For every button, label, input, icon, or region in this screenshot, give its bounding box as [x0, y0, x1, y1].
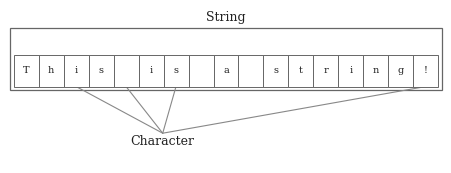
Bar — [213, 55, 238, 86]
Bar — [238, 55, 263, 86]
Text: i: i — [149, 66, 152, 75]
Bar — [413, 55, 437, 86]
Bar — [263, 55, 288, 86]
Text: n: n — [372, 66, 378, 75]
Text: i: i — [74, 66, 78, 75]
Bar — [10, 28, 441, 90]
Text: g: g — [397, 66, 403, 75]
Text: s: s — [98, 66, 103, 75]
Bar — [38, 55, 64, 86]
Bar — [288, 55, 313, 86]
Text: h: h — [48, 66, 54, 75]
Bar — [338, 55, 363, 86]
Bar — [88, 55, 113, 86]
Bar — [138, 55, 163, 86]
Text: s: s — [273, 66, 278, 75]
Bar — [188, 55, 213, 86]
Text: s: s — [173, 66, 178, 75]
Text: i: i — [349, 66, 352, 75]
Bar — [387, 55, 413, 86]
Bar — [163, 55, 188, 86]
Text: Character: Character — [130, 135, 194, 148]
Bar — [64, 55, 88, 86]
Text: T: T — [23, 66, 29, 75]
Bar — [14, 55, 38, 86]
Text: t: t — [299, 66, 302, 75]
Text: String: String — [206, 11, 245, 24]
Text: r: r — [323, 66, 327, 75]
Text: a: a — [223, 66, 228, 75]
Bar — [363, 55, 387, 86]
Bar — [313, 55, 338, 86]
Text: !: ! — [423, 66, 427, 75]
Bar — [113, 55, 138, 86]
